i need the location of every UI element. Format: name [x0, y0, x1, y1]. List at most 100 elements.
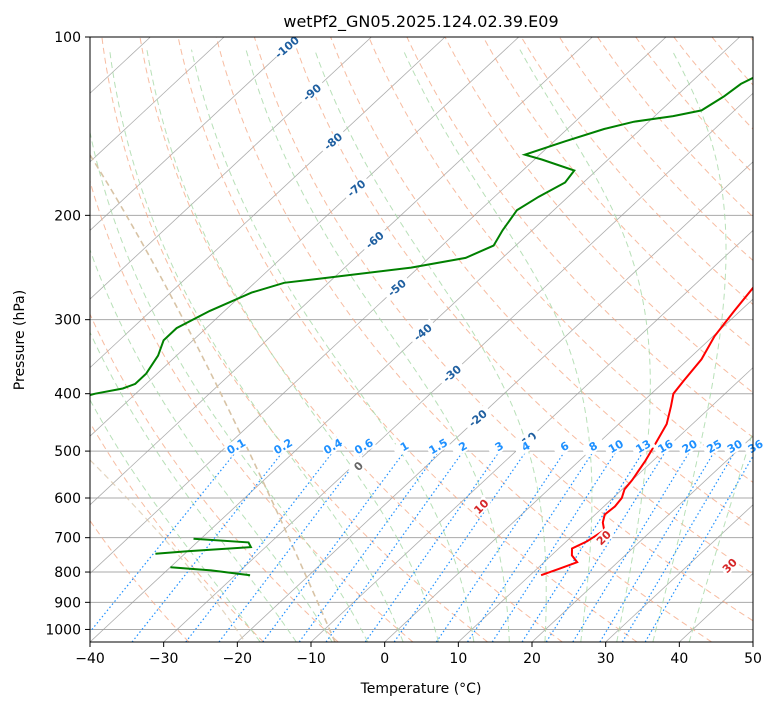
axes: −40 −30 −20 −10 0 10 20 30 40 50 100 200 300 400 500 60… — [45, 30, 762, 667]
isotherm-line — [90, 37, 446, 369]
isotherm-label-bg — [382, 274, 412, 302]
dewpoint-line — [170, 566, 251, 577]
isotherm-line — [90, 37, 372, 300]
mixing-ratio-line — [545, 450, 667, 642]
x-tick-label: −10 — [296, 651, 326, 667]
mixing-ratio-line — [185, 450, 334, 642]
dry-adiabat-line — [330, 37, 753, 529]
mixing-ratio-label: 0.4 — [321, 436, 345, 457]
mixing-ratio-line — [218, 450, 365, 642]
chart-title: wetPf2_GN05.2025.124.02.39.E09 — [283, 12, 558, 32]
y-tick-label: 300 — [54, 313, 81, 329]
mixing-ratio-label-bg — [630, 435, 656, 457]
y-tick-label: 500 — [54, 444, 81, 460]
isotherm-line — [384, 298, 753, 642]
dry-adiabat-line — [215, 37, 712, 642]
y-tick-label: 800 — [54, 565, 81, 581]
x-tick-label: −40 — [75, 651, 105, 667]
y-tick-label: 600 — [54, 491, 81, 507]
dry-adiabat-line — [292, 37, 753, 575]
isotherm-line — [90, 37, 520, 437]
moist-adiabat-line — [109, 49, 404, 642]
mixing-ratio-label-bg — [486, 435, 512, 457]
moist-adiabat-line — [402, 49, 593, 642]
mixing-ratio-label-bg — [742, 435, 768, 457]
isotherm-label-bg — [318, 127, 348, 155]
mixing-ratio-label-bg — [722, 435, 748, 457]
moist-adiabat-line — [90, 331, 297, 642]
isotherm-label-bg — [437, 360, 467, 388]
mixing-ratio-label-bg — [513, 435, 539, 457]
adiabat-label-bg — [347, 455, 369, 477]
isotherm-line — [90, 37, 593, 506]
background-lines — [90, 37, 753, 642]
moist-adiabat-line — [146, 49, 439, 642]
isotherm-line — [531, 435, 753, 642]
dry-adiabat-line — [635, 37, 753, 174]
x-tick-label: 10 — [449, 651, 467, 667]
adiabat-label: 20 — [594, 528, 614, 548]
mixing-ratio-label-bg — [676, 435, 702, 457]
y-tick-label: 900 — [54, 595, 81, 611]
adiabat-label-bg — [592, 527, 615, 549]
isotherm-label-bg — [297, 78, 327, 106]
mixing-ratio-line — [599, 450, 716, 642]
moist-adiabat-line — [90, 248, 333, 642]
isotherm-line — [679, 572, 753, 642]
mixing-ratio-line — [491, 450, 617, 642]
mixing-ratio-label-bg — [320, 435, 346, 457]
mixing-ratio-line — [644, 454, 753, 642]
mixing-ratio-line — [262, 450, 406, 642]
dry-adiabat-line — [482, 37, 753, 350]
moist-adiabat-line — [245, 49, 510, 642]
y-tick-label: 100 — [54, 30, 81, 46]
dry-adiabat-line — [368, 37, 753, 483]
y-tick-label: 200 — [54, 208, 81, 224]
dry-adiabat-line — [406, 37, 753, 438]
x-tick-label: −30 — [149, 651, 179, 667]
x-tick-label: 40 — [670, 651, 688, 667]
dry-adiabat-line — [177, 37, 638, 642]
isotherm-label-bg — [408, 318, 438, 346]
mixing-ratio-line — [435, 450, 566, 642]
dry-adiabat-line — [444, 37, 753, 394]
mixing-ratio-line — [90, 450, 238, 633]
mixing-ratio-line — [298, 450, 440, 642]
isotherm-line — [605, 504, 753, 642]
x-tick-label: 50 — [744, 651, 762, 667]
dry-adiabat-line — [90, 519, 190, 642]
y-tick-label: 700 — [54, 531, 81, 547]
mixing-ratio-line — [521, 450, 645, 642]
mixing-ratio-label: 0.6 — [352, 436, 376, 457]
isotherm-label: -100 — [273, 33, 303, 61]
tan-curve — [90, 154, 336, 642]
mixing-ratio-line — [131, 450, 284, 642]
moist-adiabat-line — [652, 49, 727, 642]
isotherm-line — [752, 641, 753, 642]
mixing-ratio-label-bg — [270, 435, 296, 457]
mixing-ratio-label-bg — [351, 435, 377, 457]
moist-adiabat-line — [314, 49, 547, 642]
mixing-ratio-label-bg — [450, 435, 476, 457]
adiabat-label-bg — [470, 495, 492, 518]
x-tick-label: 20 — [523, 651, 541, 667]
y-axis-label: Pressure (hPa) — [12, 290, 28, 390]
adiabat-label: 30 — [720, 556, 740, 576]
mixing-ratio-label-bg — [580, 435, 606, 457]
dry-adiabat-line — [90, 179, 414, 642]
dry-adiabat-line — [558, 37, 753, 262]
mixing-ratio-label-bg — [223, 435, 249, 457]
sounding-series — [90, 76, 753, 577]
x-tick-label: 0 — [380, 651, 389, 667]
mixing-ratio-label-bg — [701, 435, 727, 457]
tan-curve — [90, 459, 246, 642]
dewpoint-line — [155, 537, 253, 555]
x-tick-label: −20 — [223, 651, 253, 667]
dry-adiabat-line — [101, 37, 488, 642]
mixing-ratio-line — [621, 450, 736, 642]
plot-frame — [89, 36, 754, 643]
y-tick-label: 1000 — [45, 622, 81, 638]
dry-adiabat-line — [711, 37, 753, 86]
dry-adiabat-line — [90, 421, 264, 642]
